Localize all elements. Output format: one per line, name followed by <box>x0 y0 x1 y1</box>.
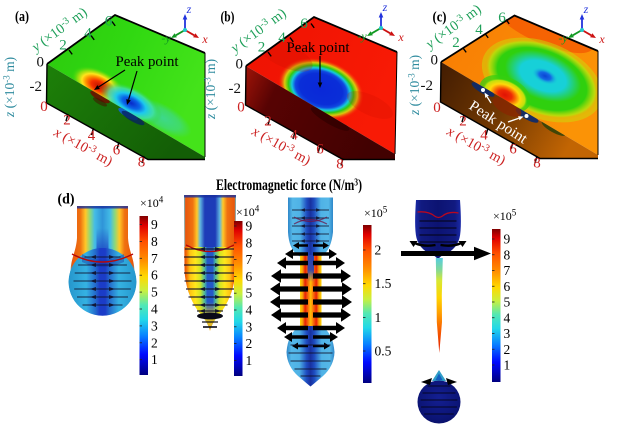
svg-text:3: 3 <box>504 326 511 341</box>
svg-text:-2: -2 <box>30 79 43 95</box>
svg-text:-2: -2 <box>421 78 434 94</box>
svg-text:8: 8 <box>151 234 158 249</box>
svg-text:3: 3 <box>246 319 253 334</box>
svg-text:6: 6 <box>246 269 253 284</box>
svg-text:5: 5 <box>504 295 511 310</box>
svg-text:Peak point: Peak point <box>116 54 180 70</box>
svg-text:-y: -y <box>357 29 367 43</box>
svg-text:-y: -y <box>161 31 171 45</box>
svg-text:6: 6 <box>498 10 506 26</box>
svg-text:-2: -2 <box>229 81 242 97</box>
svg-text:z (×10-3 m): z (×10-3 m) <box>2 57 18 118</box>
svg-text:8: 8 <box>533 156 541 172</box>
svg-text:7: 7 <box>246 252 253 267</box>
svg-text:2: 2 <box>459 114 467 130</box>
svg-text:6: 6 <box>316 142 324 158</box>
svg-text:x: x <box>397 30 404 44</box>
svg-text:4: 4 <box>504 310 511 325</box>
svg-text:2: 2 <box>246 336 253 351</box>
svg-text:1: 1 <box>504 358 511 373</box>
svg-text:8: 8 <box>504 247 511 262</box>
svg-text:4: 4 <box>475 22 483 38</box>
svg-text:×104: ×104 <box>236 204 260 220</box>
svg-text:z (×10-3 m): z (×10-3 m) <box>407 55 423 116</box>
svg-text:4: 4 <box>278 30 286 46</box>
svg-text:0.5: 0.5 <box>375 344 392 359</box>
svg-text:6: 6 <box>105 14 113 30</box>
svg-text:4: 4 <box>151 302 158 317</box>
svg-text:z: z <box>186 2 192 16</box>
svg-text:6: 6 <box>151 268 158 283</box>
svg-text:6: 6 <box>113 142 121 158</box>
svg-text:0: 0 <box>37 55 45 71</box>
svg-text:(a): (a) <box>15 9 29 25</box>
svg-text:Peak point: Peak point <box>287 40 351 56</box>
svg-text:4: 4 <box>290 128 298 144</box>
svg-text:2: 2 <box>63 113 71 129</box>
svg-text:0: 0 <box>237 100 245 116</box>
svg-text:6: 6 <box>300 16 308 32</box>
svg-text:z (×10-3 m): z (×10-3 m) <box>203 59 219 120</box>
svg-text:6: 6 <box>504 279 511 294</box>
svg-text:1: 1 <box>375 310 382 325</box>
svg-text:7: 7 <box>504 263 511 278</box>
svg-text:1: 1 <box>151 352 158 367</box>
svg-text:1.5: 1.5 <box>375 276 392 291</box>
svg-text:2: 2 <box>375 243 382 258</box>
svg-text:4: 4 <box>480 128 488 144</box>
svg-text:2: 2 <box>151 335 158 350</box>
svg-text:9: 9 <box>246 219 253 234</box>
svg-text:8: 8 <box>138 155 146 171</box>
svg-text:x: x <box>598 32 605 46</box>
svg-text:2: 2 <box>452 35 460 51</box>
svg-text:9: 9 <box>151 217 158 232</box>
svg-text:2: 2 <box>258 40 266 56</box>
svg-text:8: 8 <box>336 157 344 173</box>
svg-text:2: 2 <box>264 114 272 130</box>
svg-text:4: 4 <box>246 303 253 318</box>
svg-text:7: 7 <box>151 251 158 266</box>
svg-text:3: 3 <box>151 318 158 333</box>
svg-text:(c): (c) <box>433 10 447 26</box>
svg-text:×105: ×105 <box>364 205 388 221</box>
svg-text:×104: ×104 <box>140 195 164 211</box>
svg-text:2: 2 <box>59 38 67 54</box>
svg-text:(d): (d) <box>58 192 75 208</box>
svg-text:×105: ×105 <box>493 208 517 224</box>
svg-text:0: 0 <box>236 57 244 73</box>
svg-text:9: 9 <box>504 232 511 247</box>
svg-text:1: 1 <box>246 353 253 368</box>
svg-text:z: z <box>382 0 388 14</box>
svg-text:8: 8 <box>246 235 253 250</box>
svg-text:4: 4 <box>84 26 92 42</box>
svg-text:Electromagnetic force (N/m3): Electromagnetic force (N/m3) <box>216 177 362 194</box>
svg-text:5: 5 <box>246 286 253 301</box>
svg-text:z: z <box>583 2 589 16</box>
svg-text:-y: -y <box>558 31 568 45</box>
svg-text:(b): (b) <box>221 10 235 26</box>
svg-text:0: 0 <box>431 53 439 69</box>
svg-text:2: 2 <box>504 342 511 357</box>
svg-text:0: 0 <box>433 100 441 116</box>
svg-text:x: x <box>201 32 208 46</box>
svg-text:5: 5 <box>151 285 158 300</box>
svg-text:4: 4 <box>88 128 96 144</box>
svg-text:0: 0 <box>40 99 48 115</box>
svg-text:6: 6 <box>509 142 517 158</box>
